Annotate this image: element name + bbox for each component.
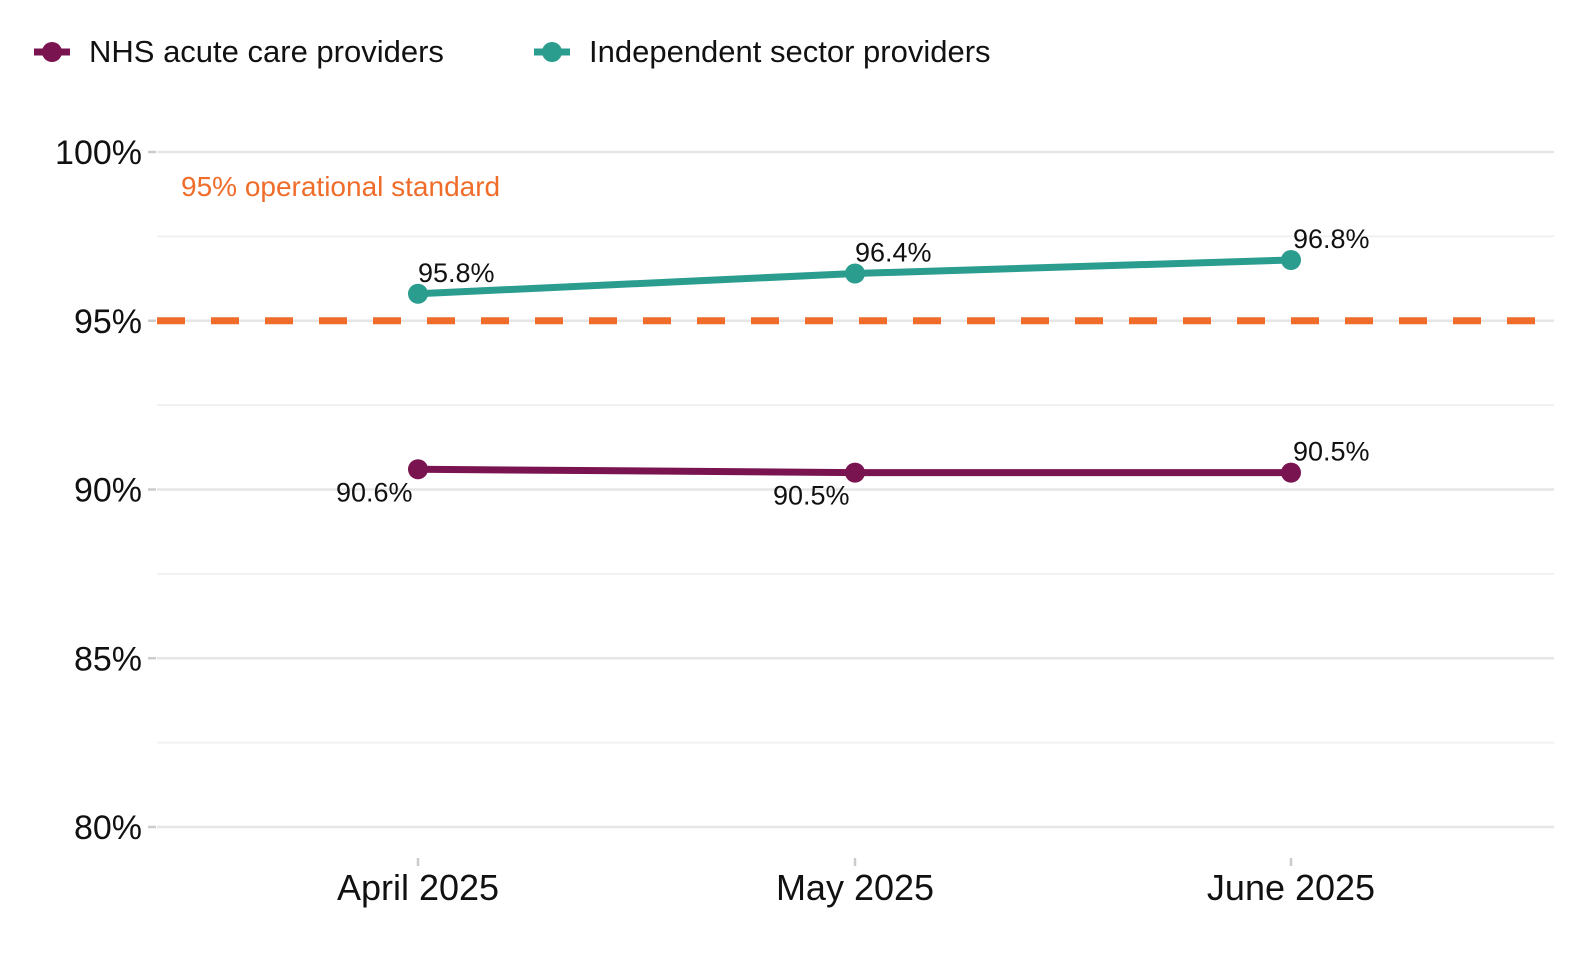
x-tick-label: June 2025 (1207, 867, 1375, 908)
legend: NHS acute care providers Independent sect… (34, 34, 991, 69)
y-tick-label: 95% (74, 303, 142, 341)
data-label-nhs: 90.6% (336, 477, 413, 507)
data-point-nhs (408, 459, 428, 480)
data-point-independent (1281, 250, 1301, 270)
y-tick-label: 100% (55, 134, 142, 172)
y-tick-label: 85% (74, 640, 142, 678)
axes: 80% 85% 90% 95% 100% April 2025 May 2025 June 2… (55, 134, 1375, 908)
data-point-nhs (1281, 462, 1301, 483)
x-tick-label: May 2025 (776, 867, 934, 908)
data-point-independent (845, 263, 865, 284)
series-group: 90.6% 90.5% 90.5% 95.8% 96.4% 96.8% (336, 224, 1370, 511)
y-tick-label: 80% (74, 809, 142, 847)
x-tick-label: April 2025 (337, 867, 499, 908)
data-label-independent: 95.8% (418, 258, 495, 288)
data-point-nhs (845, 462, 865, 483)
data-label-independent: 96.4% (855, 238, 932, 268)
legend-swatch-point-nhs (42, 42, 62, 62)
legend-label-independent: Independent sector providers (589, 34, 991, 69)
data-label-independent: 96.8% (1293, 224, 1370, 254)
data-point-independent (408, 283, 428, 304)
operational-standard-label: 95% operational standard (181, 171, 500, 202)
legend-swatch-point-independent (542, 42, 562, 62)
reference-line-group: 95% operational standard (157, 171, 1554, 325)
data-label-nhs: 90.5% (1293, 437, 1370, 467)
legend-label-nhs: NHS acute care providers (89, 34, 444, 69)
y-tick-label: 90% (74, 472, 142, 510)
data-label-nhs: 90.5% (773, 481, 850, 511)
